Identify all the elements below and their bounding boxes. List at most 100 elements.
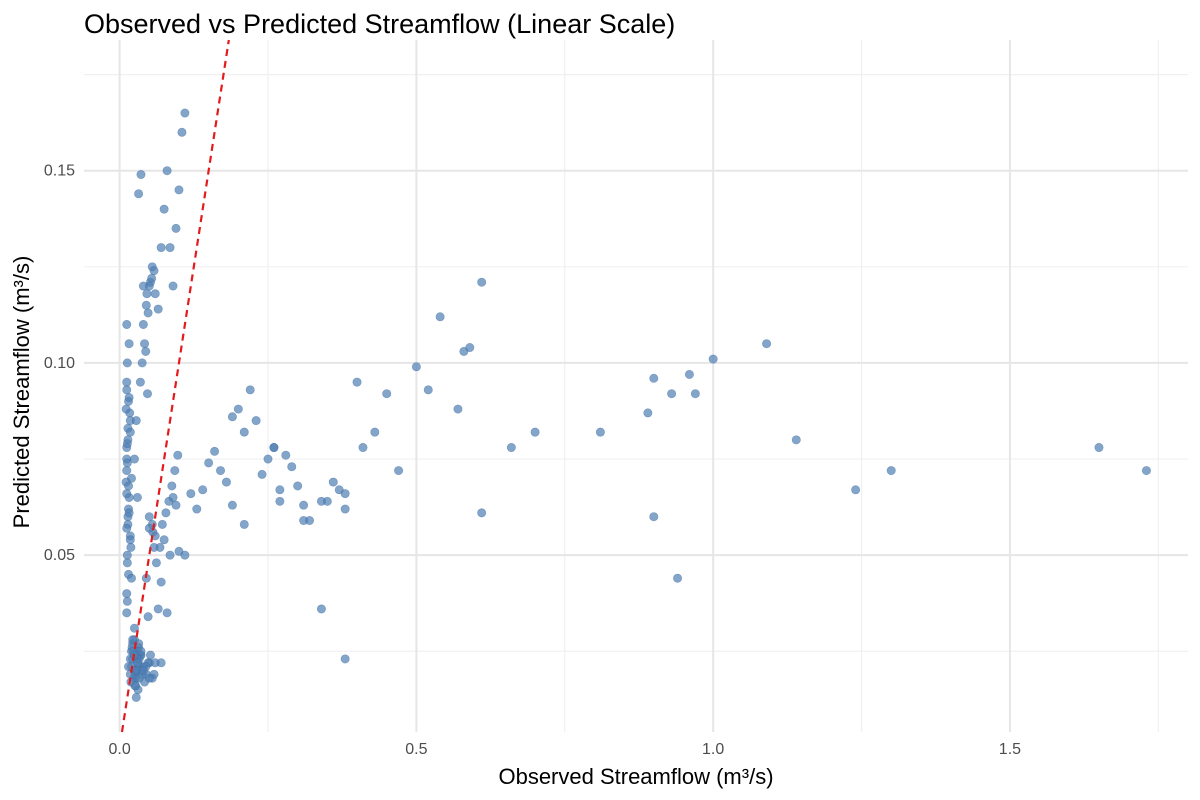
data-point xyxy=(370,427,380,437)
data-point xyxy=(122,589,132,599)
x-tick-label: 1.5 xyxy=(999,741,1021,758)
y-tick-label: 0.15 xyxy=(44,163,75,180)
data-point xyxy=(161,508,171,518)
data-point xyxy=(131,416,141,426)
data-point xyxy=(170,466,180,476)
data-point xyxy=(233,404,243,414)
data-point xyxy=(131,692,141,702)
data-point xyxy=(126,573,136,583)
data-point xyxy=(239,519,249,529)
data-point xyxy=(122,466,132,476)
data-point xyxy=(293,481,303,491)
data-point xyxy=(135,377,145,387)
data-point xyxy=(167,481,177,491)
data-point xyxy=(153,304,163,314)
data-point xyxy=(149,266,159,276)
data-point xyxy=(136,170,146,180)
data-point xyxy=(144,673,154,683)
data-point xyxy=(144,512,154,522)
data-point xyxy=(144,523,154,533)
data-point xyxy=(165,243,175,253)
data-point xyxy=(186,489,196,499)
data-point xyxy=(394,466,404,476)
data-point xyxy=(649,373,659,383)
data-point xyxy=(125,535,135,545)
data-point xyxy=(159,535,169,545)
data-point xyxy=(251,416,261,426)
data-point xyxy=(275,485,285,495)
data-point xyxy=(137,358,147,368)
y-axis-label: Predicted Streamflow (m³/s) xyxy=(9,256,34,529)
data-point xyxy=(245,385,255,395)
data-point xyxy=(352,377,362,387)
data-point xyxy=(530,427,540,437)
y-tick-label: 0.10 xyxy=(44,355,75,372)
x-tick-label: 0.5 xyxy=(405,741,427,758)
data-point xyxy=(1141,466,1151,476)
data-point xyxy=(138,665,148,675)
data-point xyxy=(171,500,181,510)
data-point xyxy=(142,289,152,299)
data-point xyxy=(180,108,190,118)
data-point xyxy=(411,362,421,372)
data-point xyxy=(122,608,132,618)
data-point xyxy=(1094,443,1104,453)
data-point xyxy=(227,500,237,510)
data-point xyxy=(122,558,132,568)
data-point xyxy=(316,604,326,614)
data-point xyxy=(667,389,677,399)
data-point xyxy=(134,189,144,199)
data-point xyxy=(673,573,683,583)
data-point xyxy=(138,281,148,291)
x-axis-label: Observed Streamflow (m³/s) xyxy=(498,764,773,789)
data-point xyxy=(132,658,142,668)
data-point xyxy=(269,443,279,453)
major-gridlines xyxy=(84,40,1188,732)
data-point xyxy=(122,523,132,533)
y-axis-ticks: 0.05 0.10 0.15 xyxy=(44,163,75,564)
data-point xyxy=(122,550,132,560)
data-point xyxy=(122,489,132,499)
data-point xyxy=(143,308,153,318)
data-point xyxy=(477,277,487,287)
data-point xyxy=(708,354,718,364)
data-point xyxy=(328,477,338,487)
data-point xyxy=(162,166,172,176)
data-point xyxy=(204,458,214,468)
data-point xyxy=(358,443,368,453)
data-point xyxy=(643,408,653,418)
data-point xyxy=(595,427,605,437)
data-point xyxy=(299,500,309,510)
x-tick-label: 0.0 xyxy=(108,741,130,758)
data-point xyxy=(316,496,326,506)
data-point xyxy=(156,658,166,668)
data-point xyxy=(159,204,169,214)
data-point xyxy=(153,604,163,614)
data-point xyxy=(340,504,350,514)
data-point xyxy=(192,504,202,514)
data-point xyxy=(210,446,220,456)
data-point xyxy=(129,623,139,633)
data-point xyxy=(156,243,166,253)
data-point xyxy=(121,404,131,414)
data-point xyxy=(257,469,267,479)
data-point xyxy=(122,385,132,395)
data-point xyxy=(340,489,350,499)
data-point xyxy=(453,404,463,414)
data-point xyxy=(851,485,861,495)
data-point xyxy=(150,531,160,541)
data-point xyxy=(762,339,772,349)
data-point xyxy=(122,319,132,329)
data-point xyxy=(791,435,801,445)
data-point xyxy=(143,389,153,399)
data-point xyxy=(216,466,226,476)
data-point xyxy=(122,358,132,368)
data-point xyxy=(140,339,150,349)
data-point xyxy=(138,319,148,329)
data-point xyxy=(124,481,134,491)
data-point xyxy=(435,312,445,322)
data-point xyxy=(506,443,516,453)
data-point xyxy=(134,673,144,683)
data-points xyxy=(121,108,1151,702)
